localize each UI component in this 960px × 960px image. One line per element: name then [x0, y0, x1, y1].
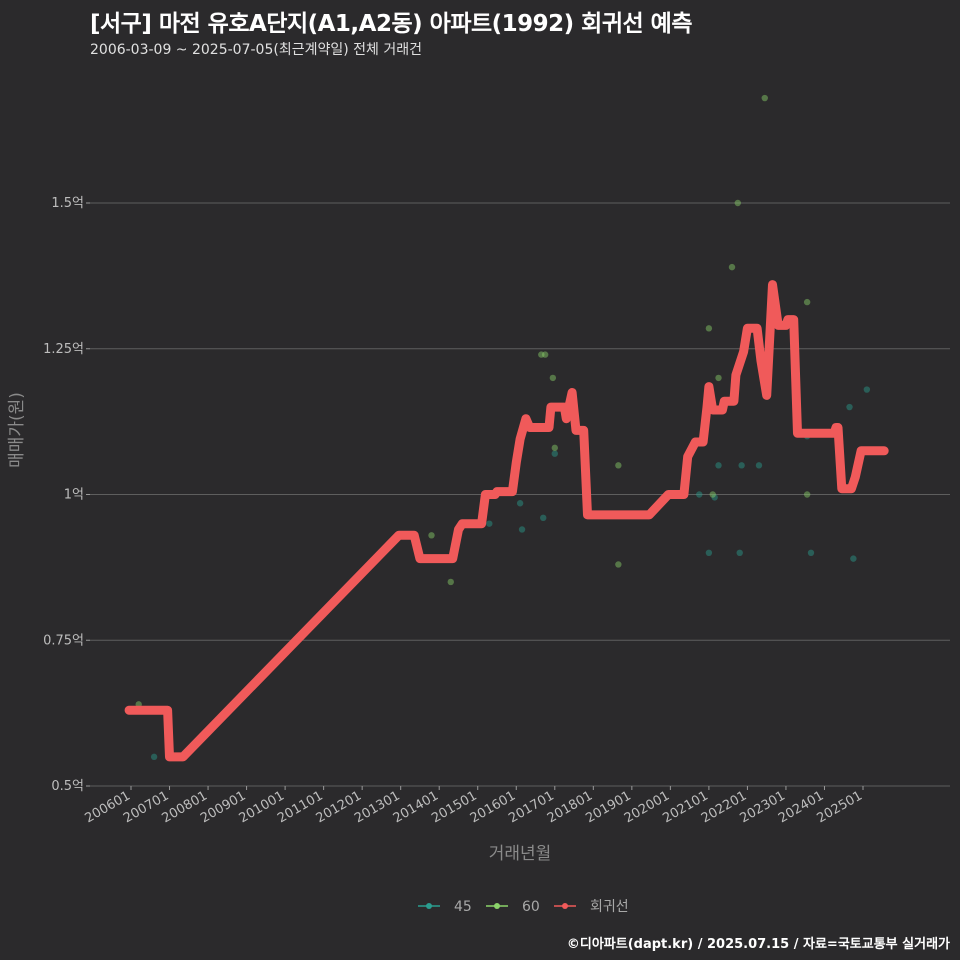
- legend-key-dot: [426, 903, 432, 909]
- data-point-45: [150, 753, 158, 761]
- y-axis-title: 매매가(원): [7, 392, 27, 468]
- legend-key-dot: [562, 903, 568, 909]
- data-point-60: [803, 298, 811, 306]
- data-point-60: [715, 374, 722, 382]
- data-point-60: [428, 532, 435, 539]
- data-point-45: [540, 514, 547, 522]
- x-axis-ticks: 2006012007012008012009012010012011012012…: [83, 786, 865, 826]
- legend-label: 회귀선: [590, 899, 629, 915]
- y-tick-label: 1.25억: [43, 342, 84, 357]
- y-tick-label: 1.5억: [51, 196, 84, 211]
- data-point-60: [615, 462, 622, 469]
- data-point-60: [541, 351, 549, 358]
- legend-label: 60: [522, 899, 540, 915]
- data-point-45: [551, 450, 558, 457]
- data-point-60: [803, 491, 811, 498]
- data-point-60: [615, 561, 622, 568]
- data-point-45: [807, 549, 815, 556]
- scatter-points: [135, 94, 871, 761]
- data-point-45: [516, 500, 524, 507]
- data-point-60: [734, 199, 741, 207]
- data-point-45: [711, 494, 718, 501]
- data-point-45: [696, 491, 703, 498]
- grid-layer: [90, 202, 950, 787]
- data-point-60: [549, 374, 557, 382]
- data-point-45: [755, 462, 763, 469]
- data-point-45: [738, 462, 745, 469]
- regression-layer: [124, 280, 889, 762]
- y-tick-label: 0.5억: [51, 779, 84, 794]
- footer-credit: ©디아파트(dapt.kr) / 2025.07.15 / 자료=국토교통부 실…: [566, 937, 950, 952]
- data-point-45: [736, 549, 743, 556]
- data-point-45: [486, 520, 493, 527]
- x-axis-title: 거래년월: [489, 844, 552, 864]
- data-point-45: [705, 549, 713, 556]
- y-tick-label: 0.75억: [43, 633, 84, 648]
- data-point-45: [863, 386, 871, 393]
- regression-line: [124, 280, 889, 762]
- legend: 45 60 회귀선: [418, 899, 629, 915]
- data-point-60: [538, 351, 545, 358]
- y-tick-label: 1억: [64, 488, 84, 503]
- data-point-45: [518, 526, 526, 533]
- data-point-45: [850, 555, 857, 562]
- data-point-60: [728, 263, 736, 271]
- legend-key-dot: [494, 903, 500, 909]
- data-point-60: [709, 491, 716, 498]
- data-point-45: [846, 403, 853, 411]
- data-point-45: [715, 462, 722, 469]
- data-point-60: [705, 325, 713, 332]
- chart-subtitle: 2006-03-09 ~ 2025-07-05(최근계약일) 전체 거래건: [90, 42, 422, 58]
- y-axis-ticks: 0.5억 0.75억 1억 1.25억 1.5억: [43, 196, 90, 794]
- legend-label: 45: [454, 899, 472, 915]
- data-point-60: [761, 94, 768, 102]
- chart-title: [서구] 마전 유호A단지(A1,A2동) 아파트(1992) 회귀선 예측: [90, 11, 693, 37]
- data-point-60: [551, 444, 558, 452]
- data-point-60: [447, 578, 454, 586]
